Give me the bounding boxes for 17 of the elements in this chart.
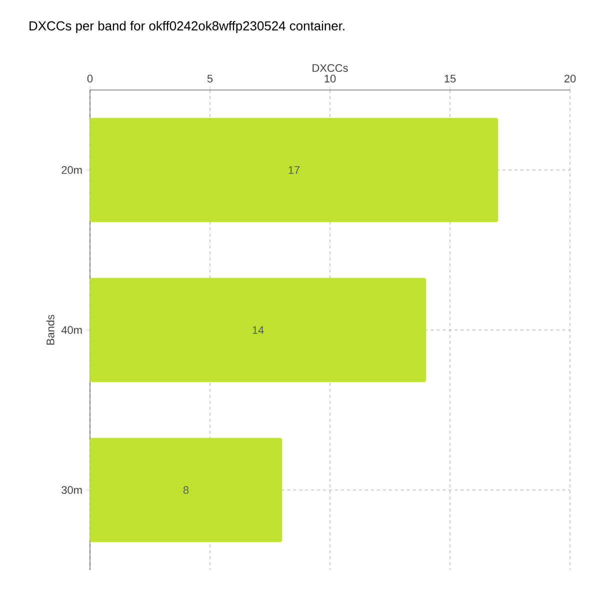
x-tick-label: 0 — [87, 74, 93, 82]
chart-title: DXCCs per band for okff0242ok8wffp230524 container. — [30, 20, 344, 34]
bar — [90, 438, 282, 542]
bar — [90, 278, 426, 382]
bar — [90, 118, 498, 222]
y-tick-label: 20m — [62, 166, 82, 174]
x-tick-label: 5 — [207, 74, 213, 82]
data-label: 14 — [252, 326, 264, 334]
y-tick-label: 40m — [61, 326, 82, 334]
y-axis-title: Bands — [46, 314, 54, 345]
x-tick-label: 10 — [324, 74, 336, 82]
data-label: 8 — [183, 486, 189, 494]
x-tick-label: 20 — [564, 74, 576, 82]
y-tick-label: 30m — [62, 486, 82, 494]
x-tick-label: 15 — [444, 74, 456, 82]
x-axis-title: DXCCs — [312, 64, 348, 72]
data-label: 17 — [288, 166, 300, 174]
